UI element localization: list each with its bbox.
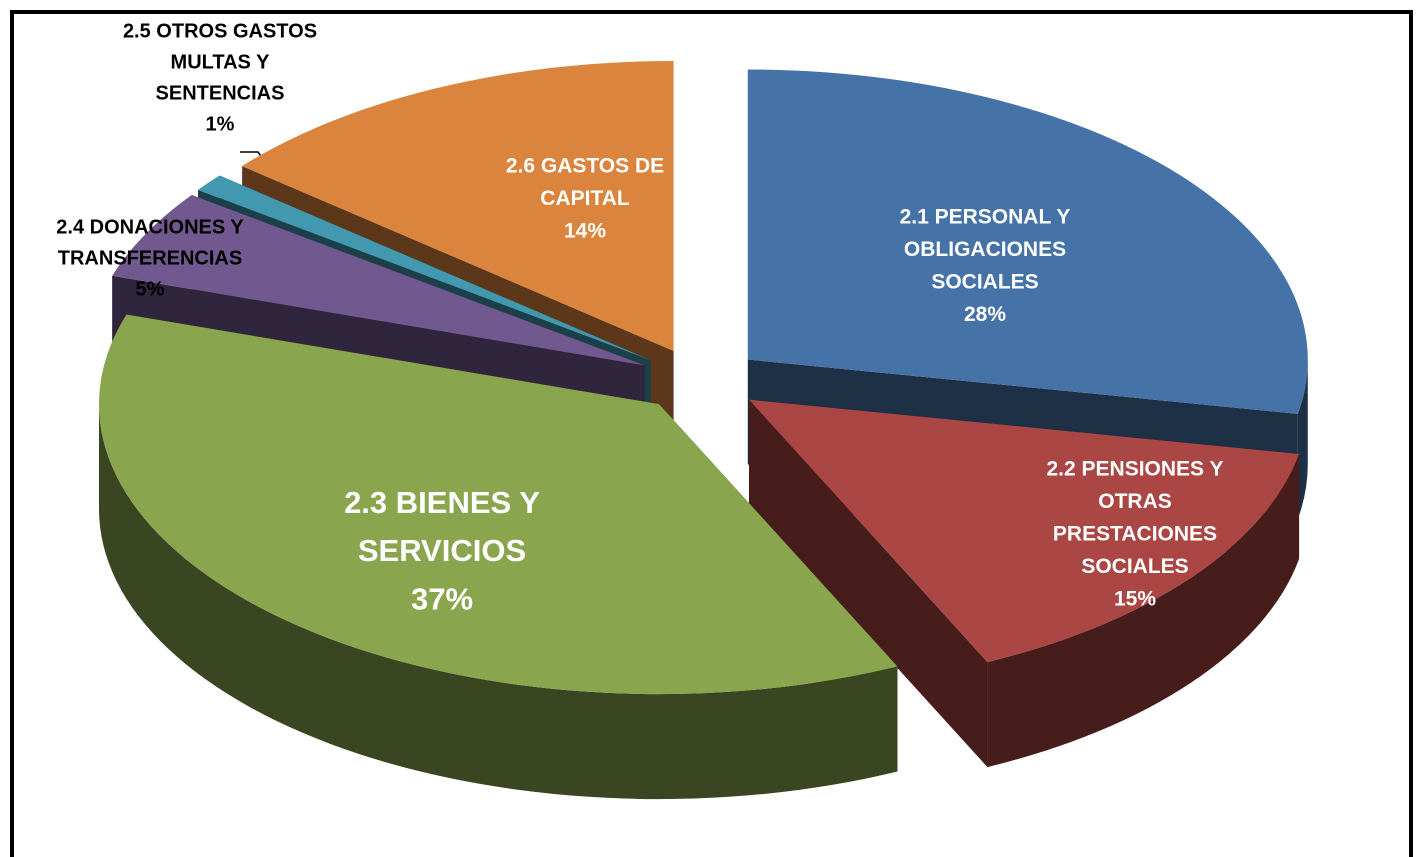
- slice-label: 2.6 GASTOS DE: [506, 155, 664, 178]
- slice-top: [747, 69, 1308, 414]
- slice-label: MULTAS Y: [171, 51, 271, 73]
- slice-wall: [98, 404, 898, 800]
- slice-wall: [987, 454, 1300, 768]
- slice-label: TRANSFERENCIAS: [58, 247, 242, 269]
- slice-label: 2.2 PENSIONES Y: [1046, 458, 1223, 481]
- value-label: 37%: [411, 581, 473, 616]
- slice-top: [112, 194, 645, 366]
- value-label: 14%: [564, 220, 606, 243]
- value-label: 5%: [136, 278, 165, 300]
- value-label: 15%: [1114, 588, 1156, 611]
- slice-label: SERVICIOS: [358, 533, 526, 568]
- slice-label: 2.4 DONACIONES Y: [56, 216, 244, 238]
- slice-label: SOCIALES: [1081, 555, 1188, 578]
- slice: [98, 314, 898, 800]
- slice: [748, 399, 1300, 768]
- slice-label: PRESTACIONES: [1053, 523, 1217, 546]
- slice-wall: [1297, 359, 1308, 519]
- slice-face: [748, 399, 988, 768]
- slice-label: 2.5 OTROS GASTOS: [123, 20, 317, 42]
- value-label: 1%: [206, 113, 235, 135]
- slice-label: 2.3 BIENES Y: [344, 485, 540, 520]
- slice-label: OTRAS: [1098, 490, 1172, 513]
- slice-top: [197, 175, 652, 361]
- slice-label: SOCIALES: [931, 271, 1038, 294]
- slice-label: 2.1 PERSONAL Y: [900, 206, 1071, 229]
- slice-top: [98, 314, 898, 695]
- value-label: 28%: [964, 303, 1006, 326]
- slice-top: [242, 60, 674, 351]
- slice-label: SENTENCIAS: [156, 82, 285, 104]
- slice-top: [748, 399, 1300, 663]
- slice-label: OBLIGACIONES: [904, 238, 1066, 261]
- slice-label: CAPITAL: [540, 187, 630, 210]
